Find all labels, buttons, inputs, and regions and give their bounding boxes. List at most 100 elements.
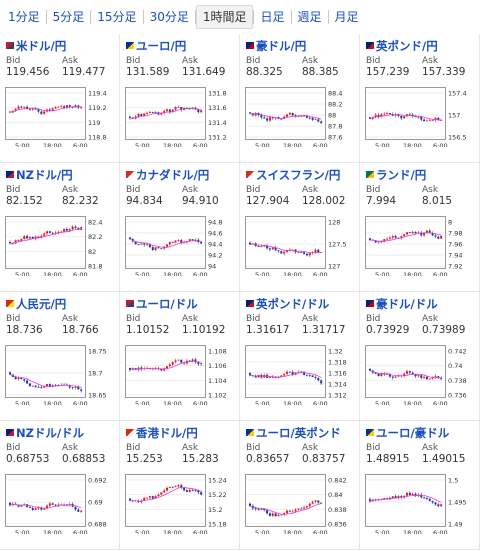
candle-body: [411, 232, 414, 234]
candle-body: [440, 504, 443, 507]
candle-body: [48, 109, 51, 111]
candle-body: [406, 232, 408, 235]
eu-flag-icon: [126, 42, 134, 49]
price-chart[interactable]: 0.742 0.74 0.738 0.736 5:00 18:00 6:00: [365, 345, 477, 405]
candle-body: [254, 508, 257, 510]
price-chart[interactable]: 18.75 18.7 18.65 5:00 18:00 6:00: [5, 345, 117, 405]
moving-average-line: [249, 243, 322, 254]
x-tick-label: 6:00: [73, 529, 88, 534]
candle-body: [65, 228, 68, 231]
candle-body: [305, 506, 308, 508]
pair-title-link[interactable]: 米ドル/円: [6, 38, 66, 54]
candle-body: [166, 109, 168, 112]
candle-body: [268, 376, 271, 378]
candle-body: [26, 380, 29, 384]
ask-value: 0.73989: [422, 324, 466, 336]
candle-body: [34, 508, 37, 511]
price-chart[interactable]: 119.4 119.2 119 118.8 5:00 18:00 6:00: [5, 87, 117, 147]
pair-title-link[interactable]: NZドル/ドル: [6, 425, 84, 441]
eu-flag-icon: [246, 429, 254, 436]
ask-value: 8.015: [422, 195, 453, 207]
candle-body: [174, 360, 177, 362]
candle-body: [303, 371, 306, 375]
ask-label: Ask: [422, 443, 439, 453]
candle-body: [191, 489, 194, 491]
bid-label: Bid: [246, 56, 261, 66]
candle-body: [129, 368, 131, 370]
candle-body: [428, 120, 431, 122]
candle-body: [274, 247, 277, 251]
price-chart[interactable]: 8 7.98 7.96 7.94 7.92 5:00 18:00 6:00: [365, 216, 477, 276]
pair-title-link[interactable]: 英ポンド/ドル: [246, 296, 329, 312]
price-chart[interactable]: 1.5 1.495 1.49 5:00 18:00 6:00: [365, 474, 477, 534]
pair-title-link[interactable]: ユーロ/ドル: [126, 296, 198, 312]
candle-body: [414, 116, 417, 118]
candle-body: [166, 244, 168, 247]
chart-frame: [125, 474, 206, 527]
pair-title-link[interactable]: ユーロ/円: [126, 38, 186, 54]
candle-body: [77, 387, 80, 390]
candle-body: [168, 242, 171, 245]
candle-body: [400, 115, 403, 119]
candle-body: [411, 372, 414, 375]
bid-value: 0.83657: [246, 453, 290, 465]
candle-body: [177, 107, 180, 108]
chart-frame: [365, 87, 446, 140]
price-chart[interactable]: 128 127.5 127 5:00 18:00 6:00: [245, 216, 357, 276]
pair-title-link[interactable]: 豪ドル/ドル: [366, 296, 438, 312]
price-chart[interactable]: 157.4 157 156.5 5:00 18:00 6:00: [365, 87, 477, 147]
timeframe-tab[interactable]: 30分足: [149, 10, 189, 24]
pair-title-link[interactable]: ランド/円: [366, 167, 426, 183]
candle-body: [311, 117, 314, 120]
bid-label: Bid: [6, 314, 21, 324]
candle-body: [440, 235, 443, 239]
timeframe-tab[interactable]: 週足: [297, 10, 322, 24]
candle-body: [163, 490, 166, 493]
timeframe-tab[interactable]: 1時間足: [195, 5, 254, 29]
timeframe-tab[interactable]: 月足: [334, 10, 359, 24]
pair-title-link[interactable]: カナダドル/円: [126, 167, 209, 183]
candle-body: [148, 496, 151, 498]
pair-title-link[interactable]: 英ポンド/円: [366, 38, 438, 54]
candle-body: [177, 485, 180, 487]
candle-body: [188, 489, 191, 492]
candle-body: [37, 236, 40, 238]
timeframe-tab[interactable]: 日足: [260, 10, 285, 24]
pair-title-link[interactable]: ユーロ/豪ドル: [366, 425, 449, 441]
candle-body: [197, 362, 200, 365]
candle-body: [249, 242, 251, 245]
price-chart[interactable]: 88.4 88.2 88 87.8 87.6 5:00 18:00 6:00: [245, 87, 357, 147]
moving-average-line: [129, 486, 202, 502]
x-tick-label: 18:00: [43, 529, 62, 534]
moving-average-line: [129, 360, 202, 371]
candle-body: [257, 246, 260, 247]
y-tick-label: 131.2: [208, 134, 227, 142]
pair-title-link[interactable]: 人民元/円: [6, 296, 66, 312]
pair-title-link[interactable]: NZドル/円: [6, 167, 73, 183]
ask-label: Ask: [62, 56, 79, 66]
pair-title-link[interactable]: 香港ドル/円: [126, 425, 198, 441]
price-chart[interactable]: 1.32 1.318 1.316 1.314 1.312 5:00 18:00 6:00: [245, 345, 357, 405]
y-tick-label: 0.688: [88, 521, 107, 529]
timeframe-tab[interactable]: 5分足: [52, 10, 85, 24]
pair-title-link[interactable]: スイスフラン/円: [246, 167, 340, 183]
candle-body: [17, 504, 20, 507]
price-chart[interactable]: 82.4 82.2 82 81.8 5:00 18:00 6:00: [5, 216, 117, 276]
y-tick-label: 1.106: [208, 362, 227, 370]
price-chart[interactable]: 0.692 0.69 0.688 5:00 18:00 6:00: [5, 474, 117, 534]
candle-body: [369, 368, 371, 371]
pair-title-link[interactable]: 豪ドル/円: [246, 38, 306, 54]
timeframe-tab[interactable]: 1分足: [8, 10, 40, 24]
price-chart[interactable]: 15.24 15.22 15.2 15.18 5:00 18:00 6:00: [125, 474, 237, 534]
candle-body: [57, 106, 60, 108]
candle-body: [271, 247, 274, 250]
price-chart[interactable]: 131.8 131.6 131.4 131.2 5:00 18:00 6:00: [125, 87, 237, 147]
price-chart[interactable]: 1.108 1.106 1.104 1.102 5:00 18:00 6:00: [125, 345, 237, 405]
candle-body: [26, 236, 29, 239]
candle-body: [151, 496, 154, 499]
price-chart[interactable]: 94.8 94.6 94.4 94.2 94 5:00 18:00 6:00: [125, 216, 237, 276]
timeframe-tab[interactable]: 15分足: [97, 10, 137, 24]
pair-title-link[interactable]: ユーロ/英ポンド: [246, 425, 341, 441]
price-chart[interactable]: 0.842 0.84 0.838 0.836 5:00 18:00 6:00: [245, 474, 357, 534]
candle-body: [317, 119, 320, 122]
